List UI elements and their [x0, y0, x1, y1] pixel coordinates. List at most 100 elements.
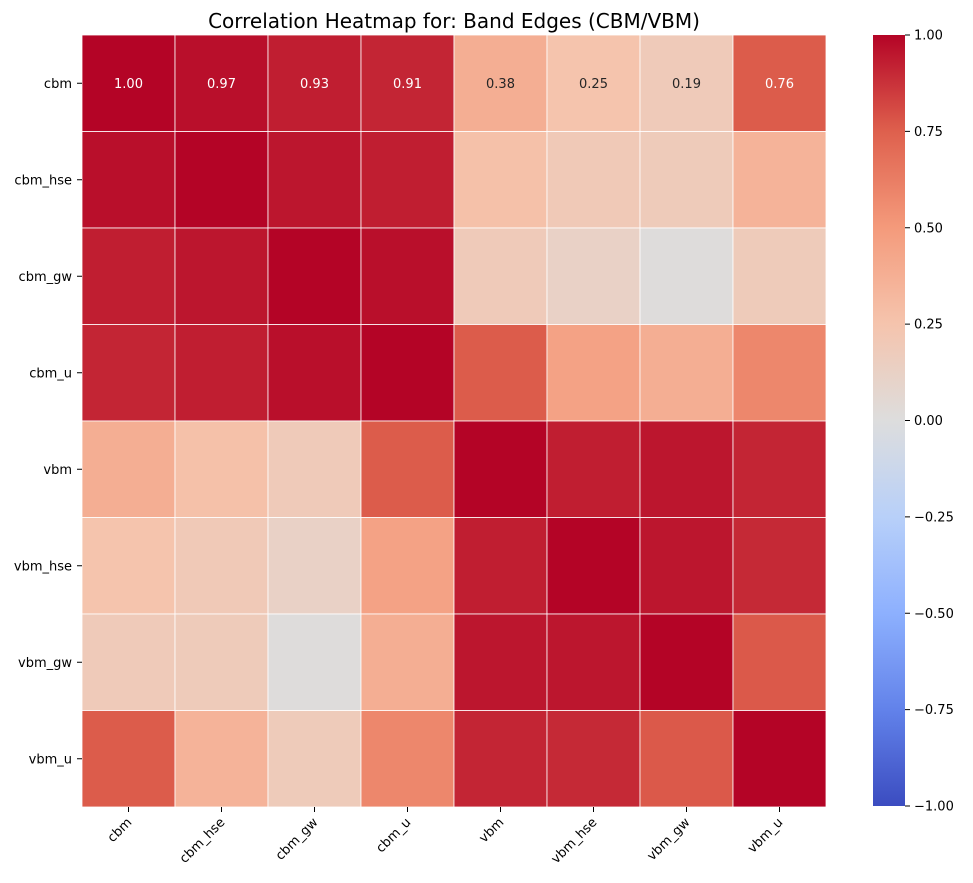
- heatmap-cell-vbm_hse-cbm_u: [360, 517, 455, 615]
- heatmap-cell-vbm_gw-vbm_gw: [639, 613, 734, 711]
- heatmap-cell-cbm_gw-cbm_gw: [267, 227, 362, 325]
- heatmap-cell-cbm_gw-cbm: [81, 227, 176, 325]
- heatmap-cell-cbm_hse-vbm_u: [732, 131, 827, 229]
- heatmap-cell-vbm_u-cbm_gw: [267, 710, 362, 808]
- x-tick-label-vbm: vbm: [476, 815, 507, 846]
- heatmap-cell-vbm_gw-vbm_hse: [546, 613, 641, 711]
- heatmap-cell-cbm_hse-vbm_hse: [546, 131, 641, 229]
- heatmap-cell-cbm_gw-cbm_hse: [174, 227, 269, 325]
- y-tick-label-vbm_gw: vbm_gw: [18, 656, 72, 671]
- heatmap-cell-cbm_hse-vbm: [453, 131, 548, 229]
- heatmap-cell-cbm-cbm: [81, 34, 176, 132]
- heatmap-cell-vbm_hse-vbm_u: [732, 517, 827, 615]
- heatmap-cell-cbm_hse-cbm_hse: [174, 131, 269, 229]
- heatmap-cell-vbm_hse-vbm: [453, 517, 548, 615]
- heatmap-cell-vbm_gw-cbm: [81, 613, 176, 711]
- y-tick-label-vbm_u: vbm_u: [29, 752, 72, 767]
- heatmap-cell-cbm_hse-cbm_u: [360, 131, 455, 229]
- heatmap-cell-vbm-vbm_gw: [639, 420, 734, 518]
- cell-annotation: 1.00: [114, 77, 143, 92]
- heatmap-cell-cbm_gw-vbm: [453, 227, 548, 325]
- heatmap-cell-vbm_gw-cbm_hse: [174, 613, 269, 711]
- heatmap-cell-vbm_hse-vbm_hse: [546, 517, 641, 615]
- x-tick-label-vbm_hse: vbm_hse: [549, 815, 601, 867]
- heatmap-cell-vbm_gw-cbm_u: [360, 613, 455, 711]
- cell-annotation: 0.76: [765, 77, 794, 92]
- x-tick-label-cbm_u: cbm_u: [373, 815, 414, 856]
- cell-annotation: 0.19: [672, 77, 701, 92]
- heatmap-cell-cbm-vbm: [453, 34, 548, 132]
- heatmap-cell-cbm_u-vbm: [453, 324, 548, 422]
- heatmap-cell-vbm_u-vbm_u: [732, 710, 827, 808]
- colorbar-tick-label: 0.25: [914, 318, 943, 333]
- heatmap-cell-cbm_gw-vbm_gw: [639, 227, 734, 325]
- heatmap-cell-vbm-vbm: [453, 420, 548, 518]
- y-tick-label-cbm: cbm: [44, 77, 72, 92]
- heatmap-cell-vbm_u-cbm_u: [360, 710, 455, 808]
- heatmap-cell-vbm-vbm_hse: [546, 420, 641, 518]
- colorbar-tick-label: 0.00: [914, 414, 943, 429]
- cell-annotation: 0.91: [393, 77, 422, 92]
- heatmap-cell-vbm-vbm_u: [732, 420, 827, 518]
- heatmap-cell-cbm_hse-cbm_gw: [267, 131, 362, 229]
- y-tick-label-vbm_hse: vbm_hse: [14, 559, 72, 574]
- x-tick-label-vbm_gw: vbm_gw: [645, 815, 694, 864]
- colorbar-gradient: [873, 35, 905, 806]
- heatmap-cell-vbm-cbm_u: [360, 420, 455, 518]
- heatmap-cell-vbm_hse-cbm: [81, 517, 176, 615]
- x-tick-label-vbm_u: vbm_u: [745, 815, 786, 856]
- heatmap-cell-cbm_hse-cbm: [81, 131, 176, 229]
- colorbar-tick-label: −0.75: [914, 703, 954, 718]
- heatmap-cell-vbm_u-cbm: [81, 710, 176, 808]
- colorbar-tick-label: 0.50: [914, 221, 943, 236]
- heatmap-cell-vbm-cbm: [81, 420, 176, 518]
- heatmap-cell-cbm_u-cbm_u: [360, 324, 455, 422]
- cell-annotation: 0.97: [207, 77, 236, 92]
- x-axis-ticks: cbm cbm_hse cbm_gw cbm_u vbm vbm_hse vbm_gw vbm…: [105, 807, 786, 867]
- heatmap-cell-cbm_u-vbm_hse: [546, 324, 641, 422]
- heatmap-cell-vbm-cbm_hse: [174, 420, 269, 518]
- heatmap-cell-cbm-cbm_gw: [267, 34, 362, 132]
- cell-annotation: 0.93: [300, 77, 329, 92]
- heatmap-cell-cbm-vbm_u: [732, 34, 827, 132]
- y-tick-label-cbm_u: cbm_u: [29, 366, 72, 381]
- cell-annotation: 0.38: [486, 77, 515, 92]
- heatmap-cell-vbm_hse-vbm_gw: [639, 517, 734, 615]
- colorbar-tick-label: −0.25: [914, 510, 954, 525]
- heatmap-cell-cbm_gw-vbm_u: [732, 227, 827, 325]
- y-tick-label-vbm: vbm: [43, 463, 72, 478]
- heatmap-cell-cbm_u-cbm: [81, 324, 176, 422]
- heatmap-cell-cbm_hse-vbm_gw: [639, 131, 734, 229]
- heatmap-cell-vbm_gw-vbm_u: [732, 613, 827, 711]
- y-tick-label-cbm_hse: cbm_hse: [14, 173, 72, 188]
- colorbar-tick-label: −0.50: [914, 607, 954, 622]
- heatmap-cell-vbm_u-cbm_hse: [174, 710, 269, 808]
- x-tick-label-cbm_gw: cbm_gw: [273, 815, 322, 864]
- heatmap-cell-cbm_u-cbm_hse: [174, 324, 269, 422]
- heatmap-cell-cbm_u-vbm_u: [732, 324, 827, 422]
- heatmap-cell-vbm_u-vbm_hse: [546, 710, 641, 808]
- heatmap-cell-vbm_u-vbm: [453, 710, 548, 808]
- colorbar-tick-label: 1.00: [914, 29, 943, 44]
- colorbar: 1.00 0.75 0.50 0.25 0.00 −0.25 −0.50 −0.75 −1.00: [873, 29, 954, 815]
- heatmap-cell-vbm-cbm_gw: [267, 420, 362, 518]
- y-tick-label-cbm_gw: cbm_gw: [19, 270, 73, 285]
- cell-annotations: 1.00 0.97 0.93 0.91 0.38 0.25 0.19 0.76: [114, 77, 794, 92]
- chart-title: Correlation Heatmap for: Band Edges (CBM…: [208, 9, 700, 33]
- heatmap-cell-cbm_gw-cbm_u: [360, 227, 455, 325]
- heatmap-cell-cbm_u-vbm_gw: [639, 324, 734, 422]
- heatmap-cell-vbm_gw-vbm: [453, 613, 548, 711]
- heatmap-cell-vbm_gw-cbm_gw: [267, 613, 362, 711]
- heatmap-cell-vbm_u-vbm_gw: [639, 710, 734, 808]
- heatmap-cell-cbm-vbm_hse: [546, 34, 641, 132]
- x-tick-label-cbm_hse: cbm_hse: [177, 815, 228, 866]
- colorbar-tick-label: 0.75: [914, 125, 943, 140]
- heatmap-cell-cbm-cbm_hse: [174, 34, 269, 132]
- heatmap-cell-cbm-cbm_u: [360, 34, 455, 132]
- heatmap-cell-cbm_u-cbm_gw: [267, 324, 362, 422]
- heatmap-cells: [81, 34, 827, 808]
- cell-annotation: 0.25: [579, 77, 608, 92]
